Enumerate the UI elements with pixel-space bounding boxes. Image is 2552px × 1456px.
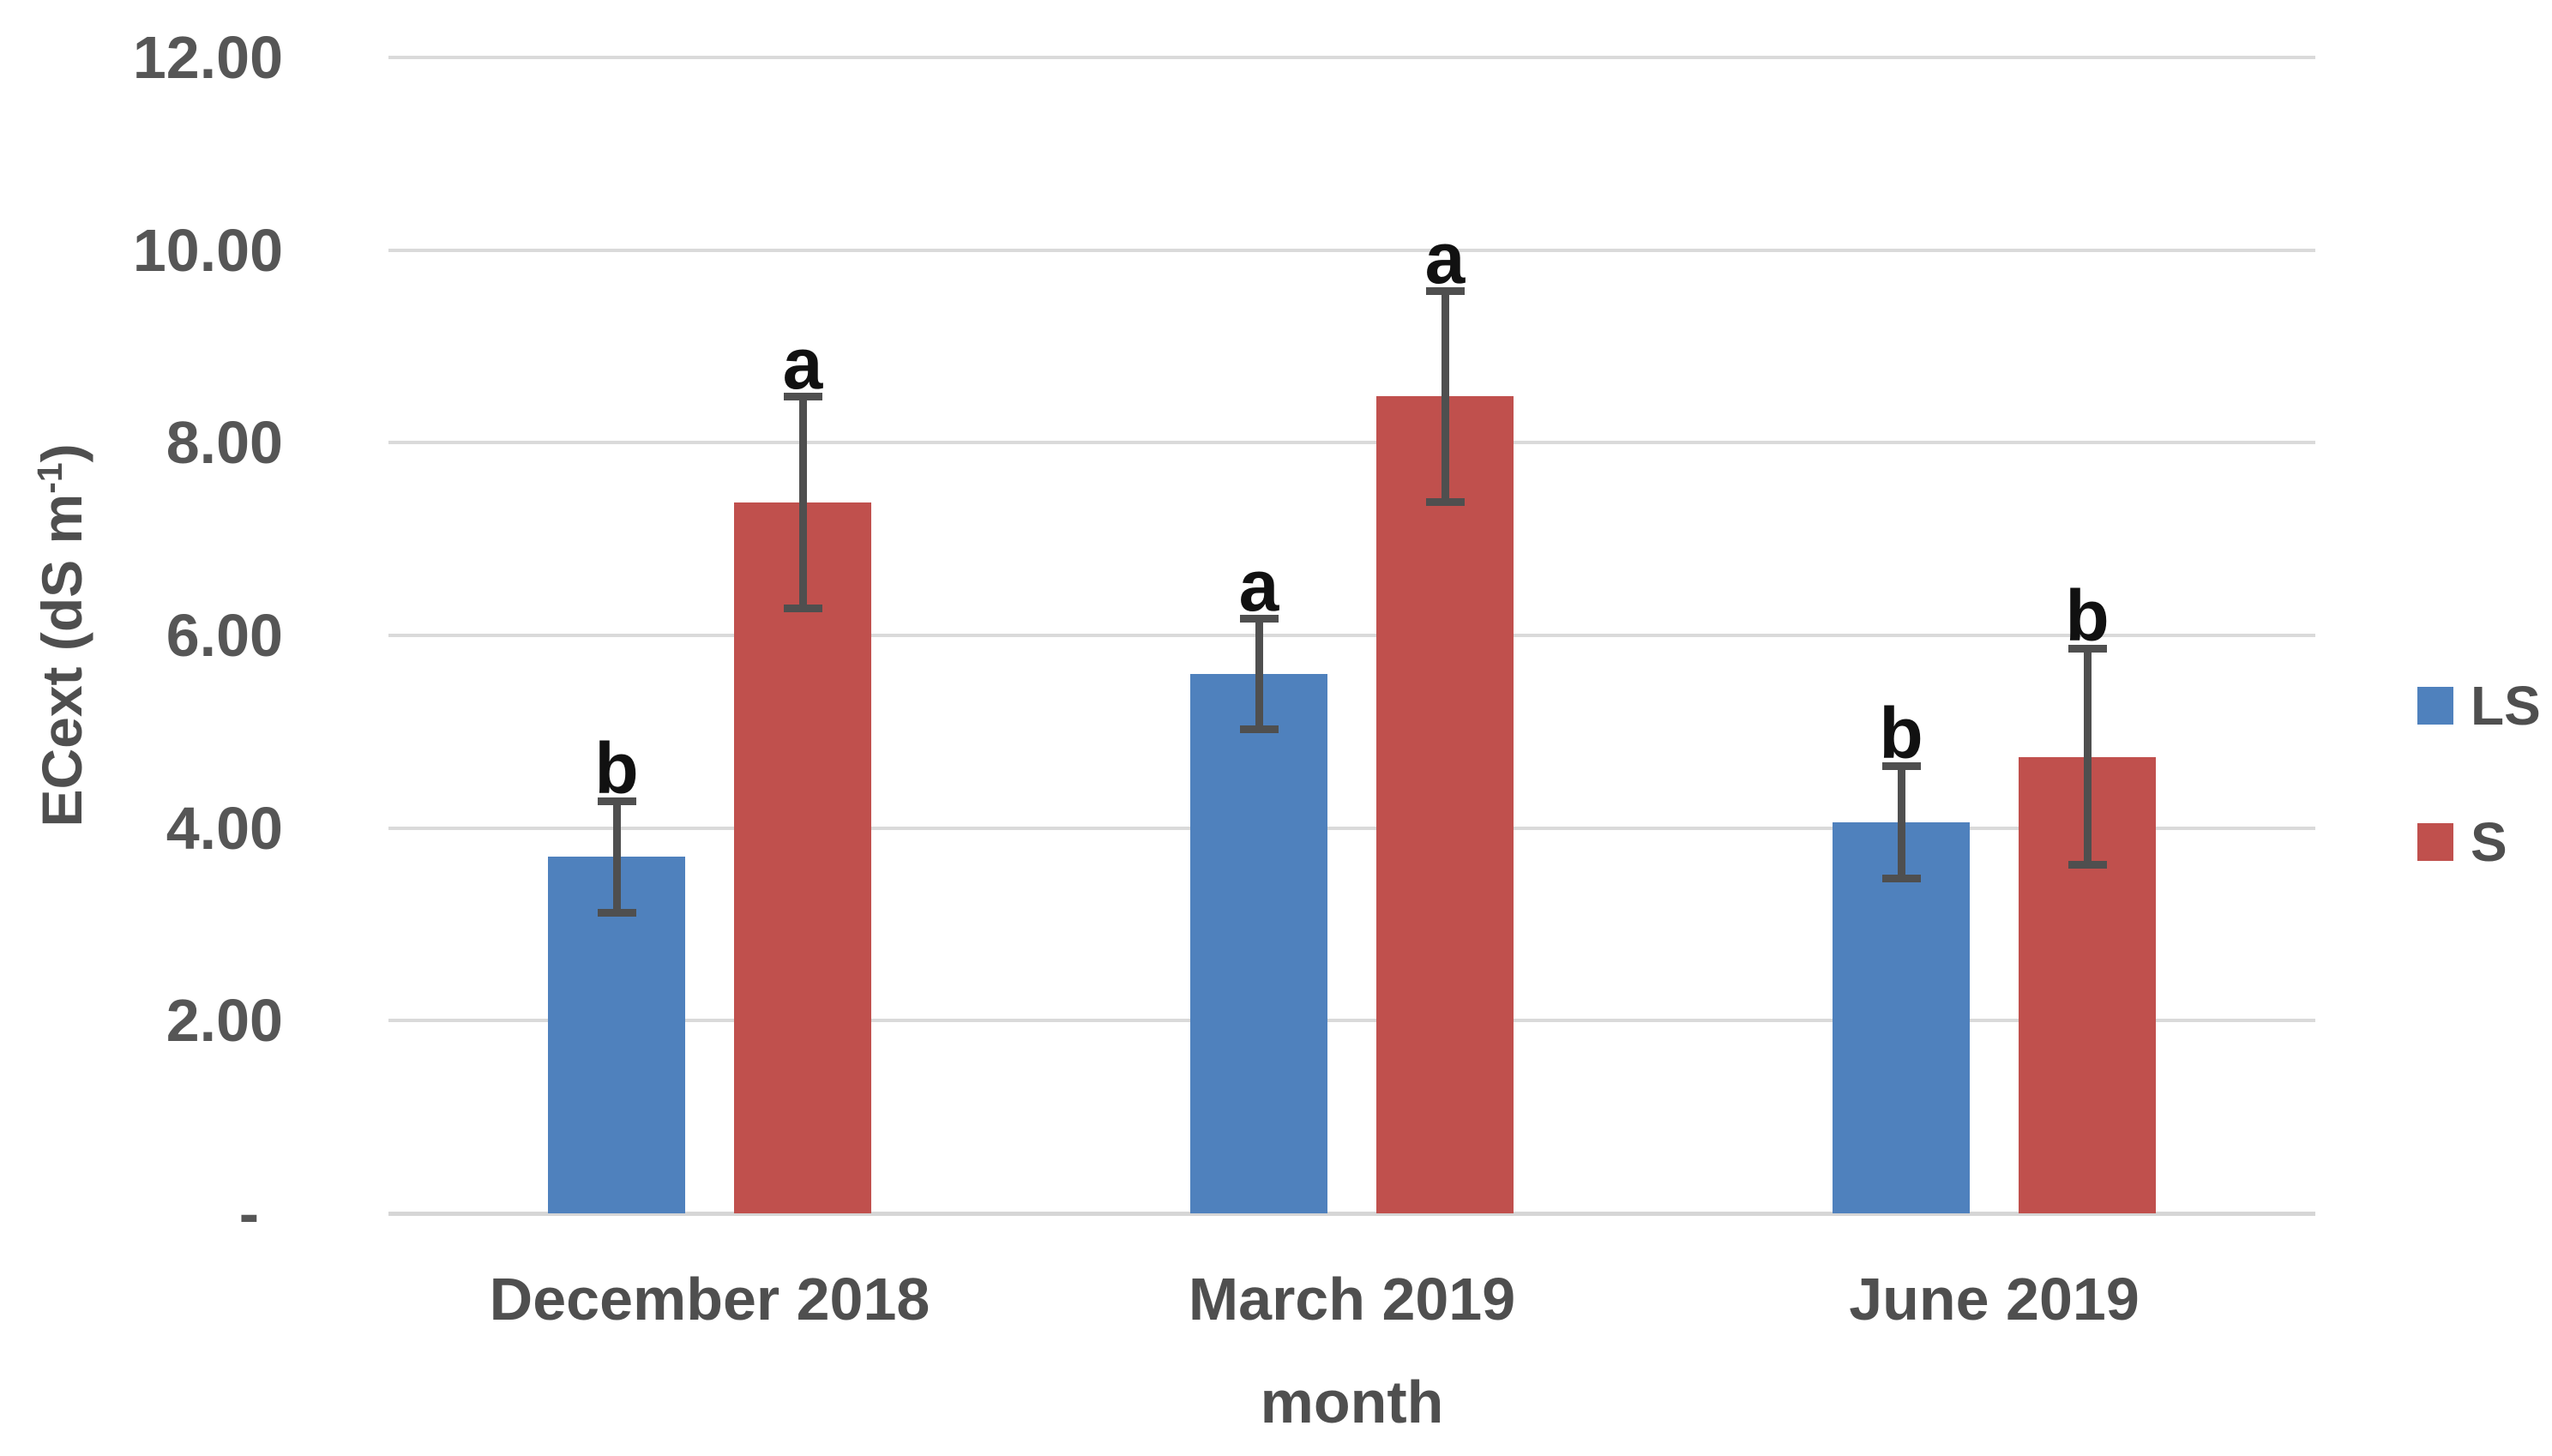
bar-s-december-2018 xyxy=(734,502,871,1213)
error-cap-bottom-ls-december-2018 xyxy=(598,908,636,917)
y-tick-label-0: - xyxy=(238,1180,259,1247)
gridline-2 xyxy=(388,1019,2315,1023)
y-tick-label-8: 8.00 xyxy=(166,409,283,477)
sig-letter-s-december-2018: a xyxy=(782,323,823,405)
error-cap-top-s-june-2019 xyxy=(2068,644,2107,653)
error-cap-top-ls-june-2019 xyxy=(1882,761,1921,770)
sig-letter-s-june-2019: b xyxy=(2065,575,2110,656)
sig-letter-s-march-2019: a xyxy=(1424,217,1466,298)
gridline-4 xyxy=(388,826,2315,830)
error-cap-top-ls-december-2018 xyxy=(598,797,636,806)
bar-ls-december-2018 xyxy=(548,857,685,1213)
error-bar-s-december-2018 xyxy=(798,396,807,609)
legend-item-ls: LS xyxy=(2417,678,2541,733)
gridline-6 xyxy=(388,634,2315,637)
y-tick-label-4: 4.00 xyxy=(166,794,283,862)
legend-swatch-ls xyxy=(2417,687,2453,725)
error-bar-ls-march-2019 xyxy=(1255,617,1263,731)
x-axis-title: month xyxy=(1260,1369,1444,1435)
gridline-8 xyxy=(388,441,2315,445)
error-bar-s-march-2019 xyxy=(1441,290,1449,502)
legend: LS S xyxy=(2417,678,2541,869)
legend-swatch-s xyxy=(2417,823,2453,861)
category-label-june-2019: June 2019 xyxy=(1849,1266,2140,1333)
bar-ls-june-2019 xyxy=(1833,821,1970,1213)
gridline-12 xyxy=(388,56,2315,59)
category-label-march-2019: March 2019 xyxy=(1188,1266,1516,1333)
sig-letter-ls-march-2019: a xyxy=(1238,544,1279,626)
error-cap-bottom-ls-march-2019 xyxy=(1240,725,1279,734)
y-tick-label-10: 10.00 xyxy=(132,216,283,284)
error-cap-bottom-s-march-2019 xyxy=(1426,497,1465,506)
category-label-december-2018: December 2018 xyxy=(489,1266,930,1333)
error-bar-ls-june-2019 xyxy=(1897,765,1905,880)
sig-letter-ls-december-2018: b xyxy=(594,728,639,809)
error-bar-s-june-2019 xyxy=(2083,647,2092,866)
y-tick-label-12: 12.00 xyxy=(132,24,283,91)
plot-area xyxy=(388,56,2315,1216)
sig-letter-ls-june-2019: b xyxy=(1879,692,1923,773)
legend-label-ls: LS xyxy=(2471,675,2541,737)
error-cap-bottom-ls-june-2019 xyxy=(1882,875,1921,883)
error-cap-bottom-s-december-2018 xyxy=(784,604,822,612)
error-cap-top-ls-march-2019 xyxy=(1240,614,1279,623)
y-tick-label-6: 6.00 xyxy=(166,602,283,669)
error-cap-bottom-s-june-2019 xyxy=(2068,861,2107,869)
bar-ls-march-2019 xyxy=(1190,673,1327,1213)
bar-s-march-2019 xyxy=(1376,396,1514,1213)
gridline-10 xyxy=(388,248,2315,252)
legend-item-s: S xyxy=(2417,815,2541,869)
y-tick-label-2: 2.00 xyxy=(166,987,283,1055)
x-axis-baseline xyxy=(388,1212,2315,1216)
legend-label-s: S xyxy=(2471,811,2507,873)
error-bar-ls-december-2018 xyxy=(612,801,621,913)
error-cap-top-s-march-2019 xyxy=(1426,286,1465,295)
error-cap-top-s-december-2018 xyxy=(784,393,822,401)
